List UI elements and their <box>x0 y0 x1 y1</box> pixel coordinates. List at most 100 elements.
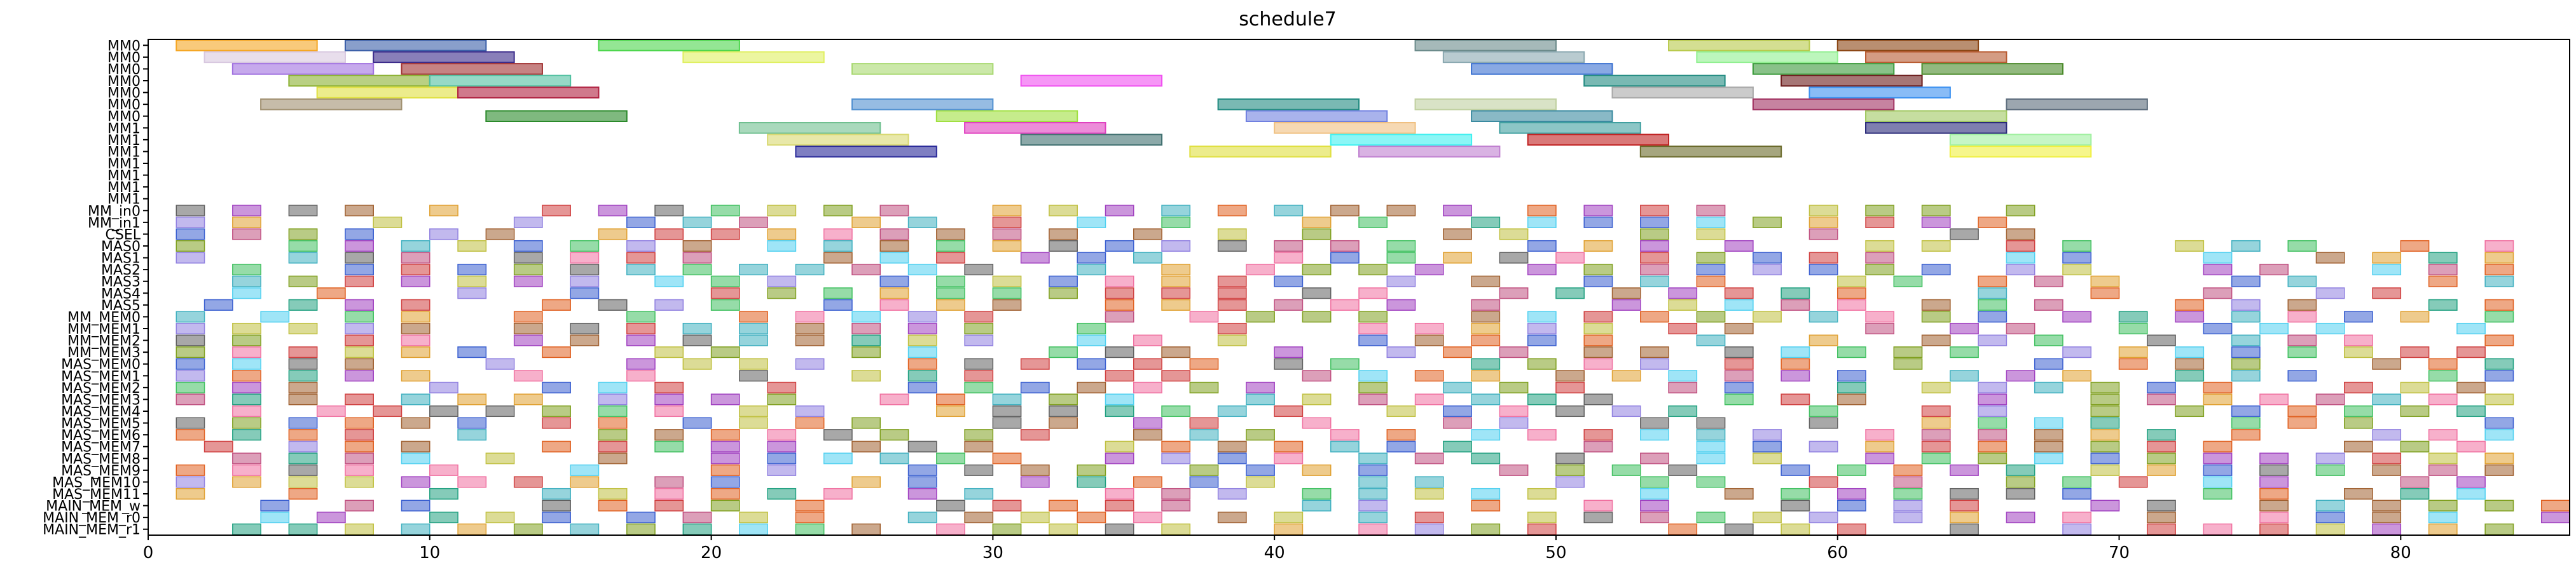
schedule-bar <box>1921 453 1951 465</box>
schedule-bar <box>1246 464 1275 476</box>
schedule-bar <box>710 393 740 405</box>
schedule-bar <box>1668 381 1698 393</box>
schedule-bar <box>1049 240 1078 252</box>
schedule-bar <box>710 429 740 441</box>
schedule-bar <box>401 500 430 512</box>
schedule-bar <box>2147 523 2176 535</box>
schedule-bar <box>1161 205 1191 217</box>
schedule-bar <box>288 358 318 370</box>
schedule-bar <box>1724 322 1754 335</box>
schedule-bar <box>2456 346 2486 358</box>
schedule-bar <box>739 322 768 335</box>
schedule-bar <box>2006 98 2148 111</box>
schedule-bar <box>992 287 1022 299</box>
schedule-bar <box>598 417 628 429</box>
x-tick-label: 70 <box>2109 543 2130 562</box>
schedule-bar <box>2315 500 2345 512</box>
schedule-bar <box>992 228 1022 240</box>
schedule-bar <box>2287 311 2317 323</box>
schedule-bar <box>176 39 318 51</box>
schedule-bar <box>401 252 430 264</box>
schedule-bar <box>1611 86 1754 99</box>
schedule-bar <box>654 405 684 418</box>
schedule-bar <box>2456 440 2486 453</box>
schedule-bar <box>1865 51 2008 64</box>
schedule-bar <box>823 453 853 465</box>
schedule-bar <box>823 487 853 500</box>
schedule-bar <box>232 216 261 228</box>
schedule-bar <box>2090 381 2120 393</box>
schedule-bar <box>1753 429 1782 441</box>
schedule-bar <box>1978 275 2008 287</box>
schedule-bar <box>2203 393 2233 405</box>
schedule-bar <box>1161 346 1191 358</box>
schedule-bar <box>1161 299 1191 311</box>
schedule-bar <box>823 287 853 299</box>
schedule-bar <box>710 476 740 488</box>
schedule-bar <box>1077 322 1106 335</box>
bars-layer <box>176 39 2148 158</box>
schedule-bar <box>1471 370 1501 382</box>
schedule-bar <box>1217 453 1247 465</box>
schedule-bar <box>1049 346 1078 358</box>
schedule-bar <box>851 216 881 228</box>
schedule-bar <box>231 63 375 75</box>
schedule-bar <box>1049 287 1078 299</box>
schedule-bar <box>1499 122 1641 134</box>
schedule-bar <box>1921 417 1951 429</box>
y-tick-label: MM0 <box>107 38 141 54</box>
schedule-bar <box>1583 512 1613 524</box>
schedule-bar <box>401 417 430 429</box>
schedule-bar <box>401 322 430 335</box>
schedule-bar <box>2147 440 2176 453</box>
schedule-bar <box>739 311 768 323</box>
schedule-bar <box>2372 500 2402 512</box>
schedule-bar <box>879 228 909 240</box>
schedule-bar <box>851 334 881 346</box>
schedule-bar <box>176 464 205 476</box>
schedule-bar <box>1555 370 1585 382</box>
schedule-bar <box>2484 464 2514 476</box>
schedule-bar <box>2147 500 2176 512</box>
schedule-bar <box>1583 240 1613 252</box>
dense-rows-layer <box>176 205 2570 535</box>
schedule-bar <box>345 523 374 535</box>
schedule-bar <box>2400 487 2430 500</box>
schedule-bar <box>1836 287 1866 299</box>
schedule-bar <box>1274 405 1304 418</box>
schedule-bar <box>879 240 909 252</box>
schedule-bar <box>964 322 994 335</box>
schedule-bar <box>1611 464 1641 476</box>
schedule-bar <box>1217 405 1247 418</box>
schedule-bar <box>1555 252 1585 264</box>
schedule-bar <box>542 346 571 358</box>
schedule-bar <box>795 500 825 512</box>
schedule-bar <box>1836 500 1866 512</box>
schedule-bar <box>1978 429 2008 441</box>
schedule-bar <box>1780 358 1810 370</box>
schedule-bar <box>1133 334 1162 346</box>
schedule-bar <box>2372 264 2402 276</box>
schedule-bar <box>1921 264 1951 276</box>
schedule-bar <box>992 500 1022 512</box>
schedule-bar <box>2147 334 2176 346</box>
y-tick-label: MAS_MEM3 <box>61 392 141 408</box>
schedule-bar <box>2118 322 2148 335</box>
schedule-bar <box>2147 512 2176 524</box>
schedule-bar <box>1780 74 1923 87</box>
schedule-bar <box>964 334 994 346</box>
schedule-bar <box>2147 429 2176 441</box>
schedule-bar <box>1921 63 2063 75</box>
schedule-bar <box>767 240 797 252</box>
schedule-bar <box>1217 322 1247 335</box>
schedule-bar <box>2315 393 2345 405</box>
schedule-bar <box>1077 512 1106 524</box>
schedule-bar <box>288 417 318 429</box>
schedule-bar <box>626 311 656 323</box>
schedule-bar <box>1077 381 1106 393</box>
schedule-bar <box>288 205 318 217</box>
schedule-bar <box>288 74 430 87</box>
y-tick-label: MM_in1 <box>88 215 141 231</box>
schedule-bar <box>1950 523 1979 535</box>
schedule-bar <box>429 405 458 418</box>
